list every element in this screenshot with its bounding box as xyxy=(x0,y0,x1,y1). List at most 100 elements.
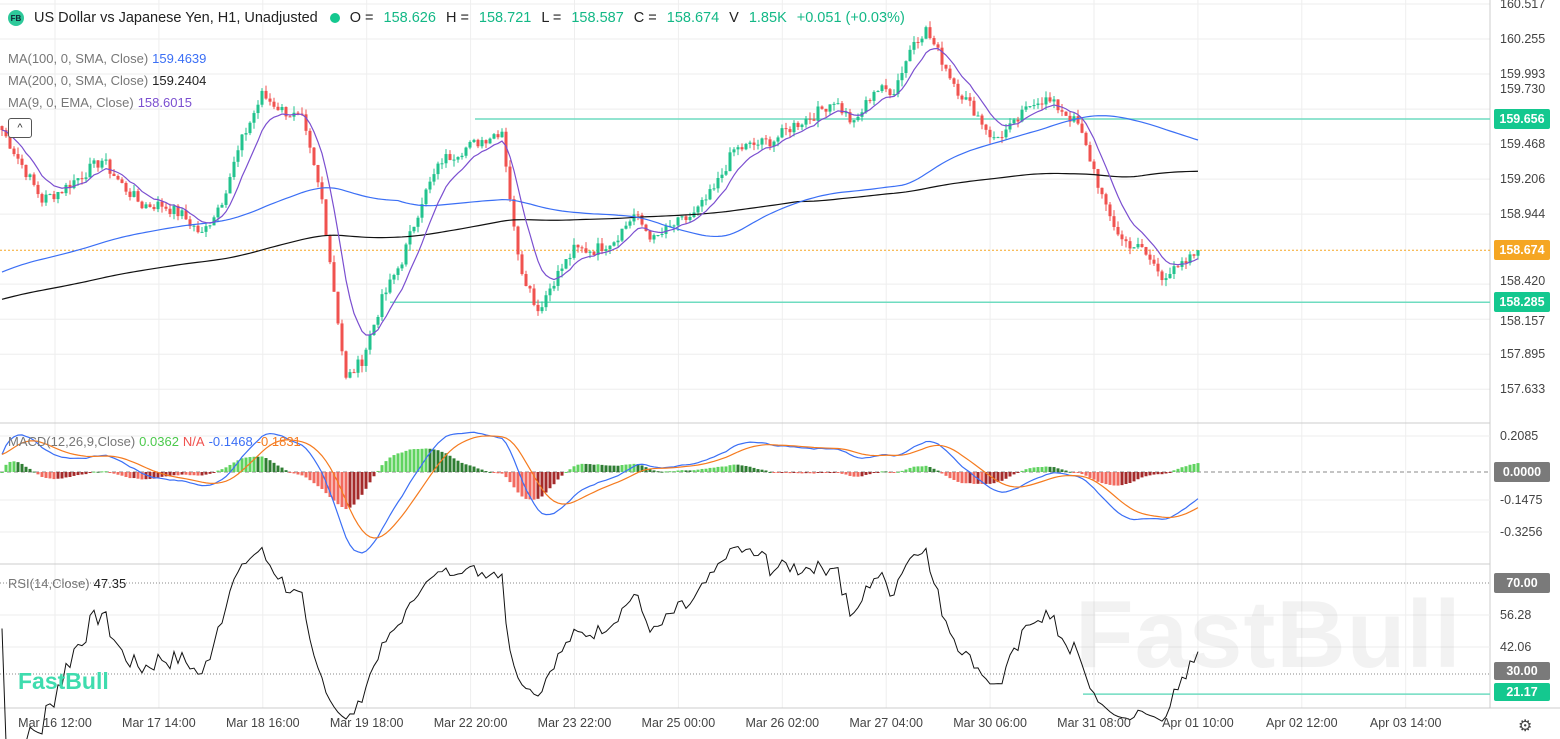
candle-body xyxy=(688,216,692,220)
macd-histogram-bar xyxy=(812,472,816,474)
macd-histogram-bar xyxy=(176,472,180,476)
macd-histogram-bar xyxy=(112,472,116,474)
collapse-legend-button[interactable]: ^ xyxy=(8,118,32,138)
ma200-legend[interactable]: MA(200, 0, SMA, Close) 159.2404 xyxy=(8,73,210,88)
macd-histogram-bar xyxy=(1108,472,1112,485)
ema9-legend[interactable]: MA(9, 0, EMA, Close) 158.6015 xyxy=(8,95,196,110)
moving-averages xyxy=(1,47,1199,336)
candle-body xyxy=(960,95,964,100)
macd-histogram-bar xyxy=(960,472,964,484)
candle-body xyxy=(620,228,624,241)
macd-histogram-bar xyxy=(660,471,664,473)
candle-body xyxy=(404,244,408,265)
macd-histogram-bar xyxy=(1184,466,1188,472)
macd-hist-value: 0.0362 xyxy=(139,434,179,449)
macd-histogram-bar xyxy=(1028,468,1032,472)
macd-histogram-bar xyxy=(240,458,244,472)
macd-histogram-bar xyxy=(4,464,8,472)
candle-body xyxy=(192,225,196,227)
macd-histogram-bar xyxy=(104,471,108,473)
symbol-header: FB US Dollar vs Japanese Yen, H1, Unadju… xyxy=(8,10,909,26)
rsi-value: 47.35 xyxy=(93,576,127,591)
time-axis-label: Mar 23 22:00 xyxy=(537,716,612,730)
candle-body xyxy=(168,208,172,214)
macd-histogram-bar xyxy=(140,472,144,480)
macd-histogram-bar xyxy=(596,464,600,472)
macd-histogram-bar xyxy=(88,472,92,473)
macd-histogram-bar xyxy=(1104,472,1108,485)
macd-histogram-bar xyxy=(924,465,928,472)
candle-body xyxy=(420,204,424,218)
candle-body xyxy=(580,247,584,249)
macd-histogram-bar xyxy=(756,469,760,472)
macd-histogram-bar xyxy=(100,471,104,473)
macd-histogram-bar xyxy=(760,469,764,472)
candle-body xyxy=(940,47,944,65)
macd-histogram-bar xyxy=(656,471,660,473)
macd-histogram-bar xyxy=(780,472,784,473)
candle-body xyxy=(1052,99,1056,102)
price-axis-label: 157.895 xyxy=(1500,347,1546,362)
candle-body xyxy=(988,129,992,138)
candle-body xyxy=(332,262,336,292)
macd-histogram-bar xyxy=(892,472,896,473)
macd-histogram-bar xyxy=(1036,467,1040,472)
candle-body xyxy=(336,291,340,324)
macd-histogram-bar xyxy=(348,472,352,508)
macd-histogram-bar xyxy=(600,464,604,472)
candle-body xyxy=(140,201,144,209)
macd-histogram-bar xyxy=(1132,472,1136,482)
macd-legend[interactable]: MACD(12,26,9,Close) 0.0362 N/A -0.1468 -0.18… xyxy=(8,434,305,449)
macd-histogram-bar xyxy=(984,472,988,484)
resistance-price-tag: 159.656 xyxy=(1494,109,1550,129)
candle-body xyxy=(1068,115,1072,122)
settings-gear-icon[interactable]: ⚙ xyxy=(1518,718,1533,735)
candle-body xyxy=(1020,109,1024,122)
candle-body xyxy=(396,268,400,275)
macd-histogram-bar xyxy=(640,465,644,472)
ema9-value: 158.6015 xyxy=(137,95,192,110)
macd-histogram-bar xyxy=(468,465,472,472)
candle-body xyxy=(1060,110,1064,112)
macd-histogram-bar xyxy=(200,472,204,476)
candle-body xyxy=(496,134,500,138)
macd-histogram-bar xyxy=(280,467,284,472)
macd-histogram-bar xyxy=(1032,467,1036,472)
candle-body xyxy=(392,274,396,280)
ma100-legend[interactable]: MA(100, 0, SMA, Close) 159.4639 xyxy=(8,51,210,66)
candle-body xyxy=(172,205,176,214)
candle-body xyxy=(352,372,356,374)
macd-histogram-bar xyxy=(332,472,336,501)
macd-histogram-bar xyxy=(336,472,340,505)
macd-histogram-bar xyxy=(676,470,680,472)
candle-body xyxy=(824,108,828,112)
candle-body xyxy=(368,335,372,350)
macd-histogram-bar xyxy=(1088,472,1092,478)
candle-body xyxy=(1144,247,1148,255)
macd-histogram-bar xyxy=(584,463,588,472)
candle-body xyxy=(1152,259,1156,264)
candle-body xyxy=(32,174,36,185)
candle-body xyxy=(1172,266,1176,275)
candle-body xyxy=(872,91,876,101)
candle-body xyxy=(512,199,516,227)
candle-body xyxy=(500,131,504,138)
candle-body xyxy=(892,94,896,96)
macd-histogram-bar xyxy=(612,465,616,472)
candle-body xyxy=(972,100,976,116)
candle-body xyxy=(928,27,932,39)
candle-body xyxy=(8,136,12,149)
candle-body xyxy=(732,149,736,153)
candle-body xyxy=(280,107,284,111)
macd-histogram-bar xyxy=(520,472,524,497)
macd-na-value: N/A xyxy=(182,434,205,449)
candle-body xyxy=(652,235,656,240)
rsi-legend[interactable]: RSI(14,Close) 47.35 xyxy=(8,576,130,591)
candle-body xyxy=(1004,129,1008,138)
macd-label: MACD(12,26,9,Close) xyxy=(8,434,136,449)
candle-body xyxy=(1044,97,1048,105)
macd-histogram-bar xyxy=(864,472,868,475)
candle-body xyxy=(792,122,796,133)
candle-body xyxy=(464,147,468,156)
